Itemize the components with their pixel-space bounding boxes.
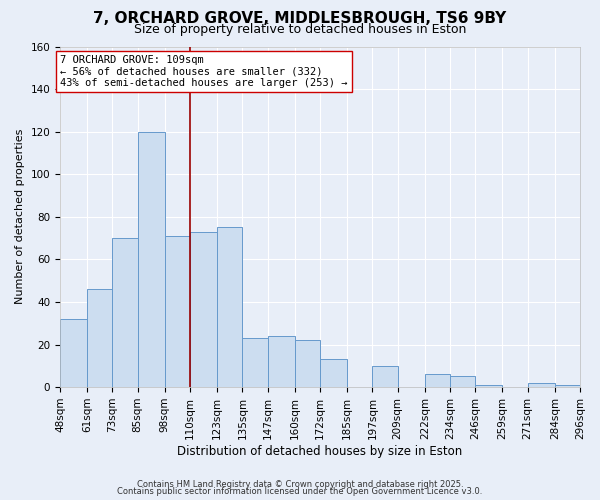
Bar: [87, 289, 112, 387]
Bar: [425, 374, 450, 387]
Y-axis label: Number of detached properties: Number of detached properties: [15, 129, 25, 304]
Bar: [268, 336, 295, 387]
X-axis label: Distribution of detached houses by size in Eston: Distribution of detached houses by size …: [178, 444, 463, 458]
Bar: [165, 236, 190, 387]
Bar: [295, 340, 320, 387]
Text: Contains HM Land Registry data © Crown copyright and database right 2025.: Contains HM Land Registry data © Crown c…: [137, 480, 463, 489]
Bar: [475, 385, 502, 387]
Text: 7, ORCHARD GROVE, MIDDLESBROUGH, TS6 9BY: 7, ORCHARD GROVE, MIDDLESBROUGH, TS6 9BY: [94, 11, 506, 26]
Bar: [555, 385, 580, 387]
Bar: [112, 238, 137, 387]
Text: 7 ORCHARD GROVE: 109sqm
← 56% of detached houses are smaller (332)
43% of semi-d: 7 ORCHARD GROVE: 109sqm ← 56% of detache…: [60, 55, 347, 88]
Bar: [60, 319, 87, 387]
Bar: [217, 228, 242, 387]
Bar: [137, 132, 165, 387]
Bar: [450, 376, 475, 387]
Bar: [190, 232, 217, 387]
Text: Size of property relative to detached houses in Eston: Size of property relative to detached ho…: [134, 22, 466, 36]
Bar: [242, 338, 268, 387]
Bar: [527, 383, 555, 387]
Text: Contains public sector information licensed under the Open Government Licence v3: Contains public sector information licen…: [118, 488, 482, 496]
Bar: [320, 360, 347, 387]
Bar: [373, 366, 398, 387]
